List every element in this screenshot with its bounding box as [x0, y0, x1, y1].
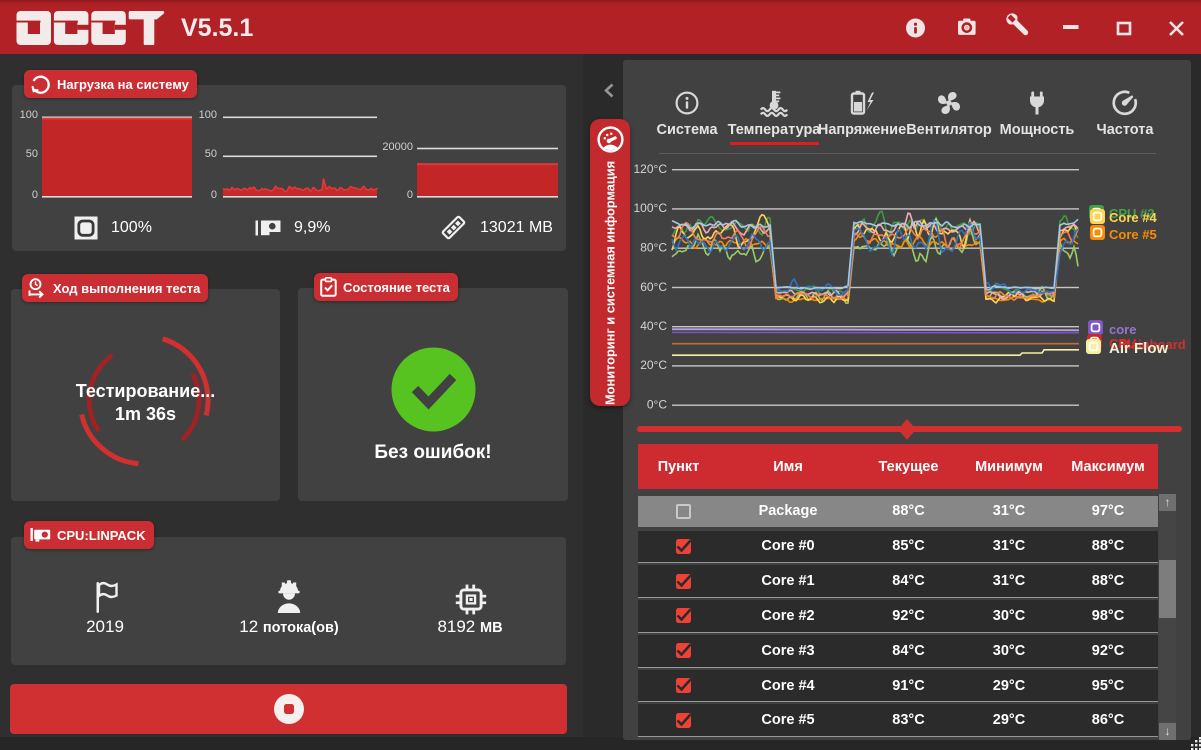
svg-text:40°C: 40°C: [640, 319, 667, 333]
svg-text:100°C: 100°C: [634, 201, 668, 215]
svg-text:80°C: 80°C: [640, 241, 667, 255]
svg-text:20°C: 20°C: [640, 358, 667, 372]
svg-text:0°C: 0°C: [647, 398, 667, 412]
svg-text:60°C: 60°C: [640, 280, 667, 294]
svg-text:120°C: 120°C: [634, 162, 668, 176]
